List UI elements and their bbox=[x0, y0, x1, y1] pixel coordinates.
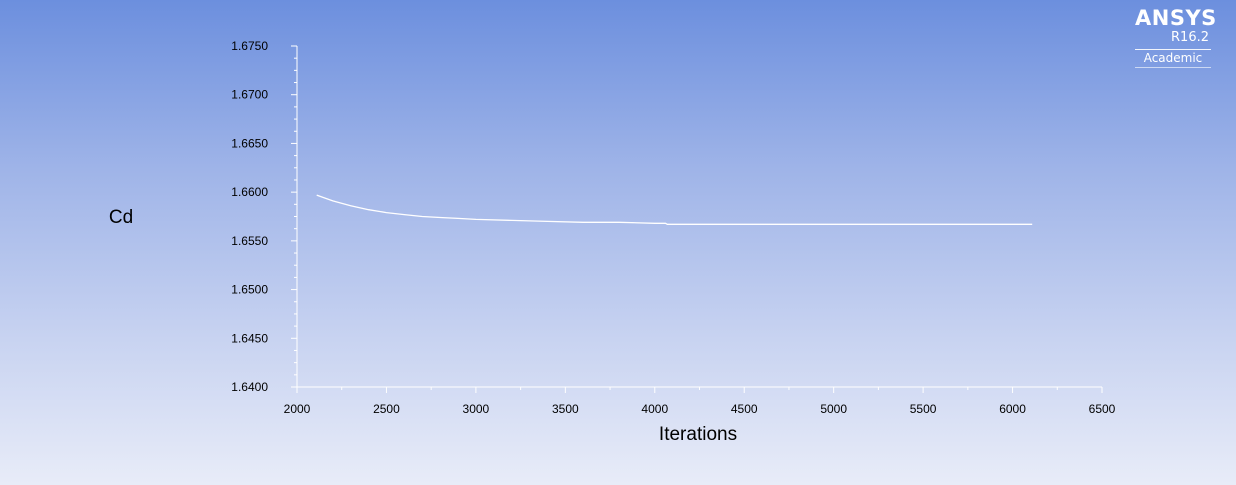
y-tick-label: 1.6700 bbox=[231, 88, 268, 102]
brand-name: ANSYS bbox=[1135, 6, 1217, 30]
y-tick-label: 1.6550 bbox=[231, 234, 268, 248]
series bbox=[316, 194, 1033, 225]
x-tick-label: 2000 bbox=[284, 402, 311, 416]
ansys-logo: ANSYS R16.2 Academic bbox=[1135, 6, 1217, 68]
ticks bbox=[291, 45, 1103, 393]
x-tick-label: 4500 bbox=[731, 402, 758, 416]
y-tick-label: 1.6450 bbox=[231, 331, 268, 345]
y-tick-label: 1.6750 bbox=[231, 39, 268, 53]
y-tick-label: 1.6600 bbox=[231, 185, 268, 199]
x-tick-label: 3000 bbox=[463, 402, 490, 416]
x-tick-label: 2500 bbox=[373, 402, 400, 416]
brand-edition: Academic bbox=[1135, 49, 1211, 68]
cd-series-line bbox=[316, 194, 1033, 225]
x-tick-label: 5000 bbox=[820, 402, 847, 416]
x-tick-label: 4000 bbox=[641, 402, 668, 416]
x-tick-label: 5500 bbox=[910, 402, 937, 416]
x-tick-label: 3500 bbox=[552, 402, 579, 416]
y-tick-label: 1.6400 bbox=[231, 380, 268, 394]
y-tick-label: 1.6650 bbox=[231, 136, 268, 150]
x-axis-title: Iterations bbox=[659, 424, 737, 445]
x-tick-label: 6500 bbox=[1089, 402, 1116, 416]
y-axis-title: Cd bbox=[109, 207, 133, 228]
brand-version: R16.2 bbox=[1171, 30, 1209, 45]
tick-labels: 2000 2500 3000 3500 4000 4500 5000 5500 6000 6500… bbox=[231, 39, 1115, 416]
y-tick-label: 1.6500 bbox=[231, 283, 268, 297]
x-tick-label: 6000 bbox=[999, 402, 1026, 416]
